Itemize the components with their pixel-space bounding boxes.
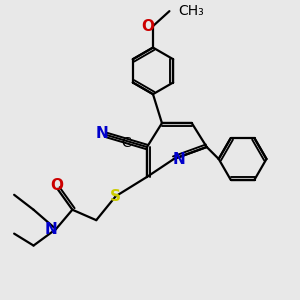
Text: S: S	[110, 189, 121, 204]
Text: N: N	[96, 126, 109, 141]
Text: C: C	[121, 136, 131, 150]
Text: O: O	[50, 178, 63, 193]
Text: N: N	[45, 222, 58, 237]
Text: CH₃: CH₃	[178, 4, 203, 17]
Text: O: O	[141, 19, 154, 34]
Text: N: N	[172, 152, 185, 167]
